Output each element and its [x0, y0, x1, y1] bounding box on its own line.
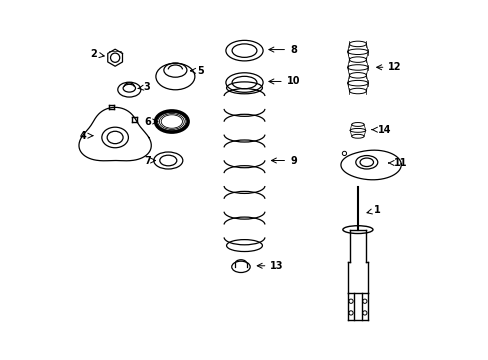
- Text: 4: 4: [80, 131, 93, 141]
- Text: 6: 6: [144, 117, 157, 126]
- Text: 7: 7: [144, 156, 155, 166]
- Text: 12: 12: [376, 62, 401, 72]
- Text: 2: 2: [90, 49, 104, 59]
- Text: 13: 13: [257, 261, 283, 271]
- Text: 9: 9: [271, 156, 296, 166]
- Text: 3: 3: [138, 82, 150, 92]
- Text: 8: 8: [268, 45, 296, 55]
- Text: 10: 10: [268, 76, 300, 86]
- Text: 5: 5: [190, 66, 203, 76]
- Text: 11: 11: [388, 158, 407, 168]
- Text: 1: 1: [366, 205, 380, 215]
- Text: 14: 14: [371, 125, 390, 135]
